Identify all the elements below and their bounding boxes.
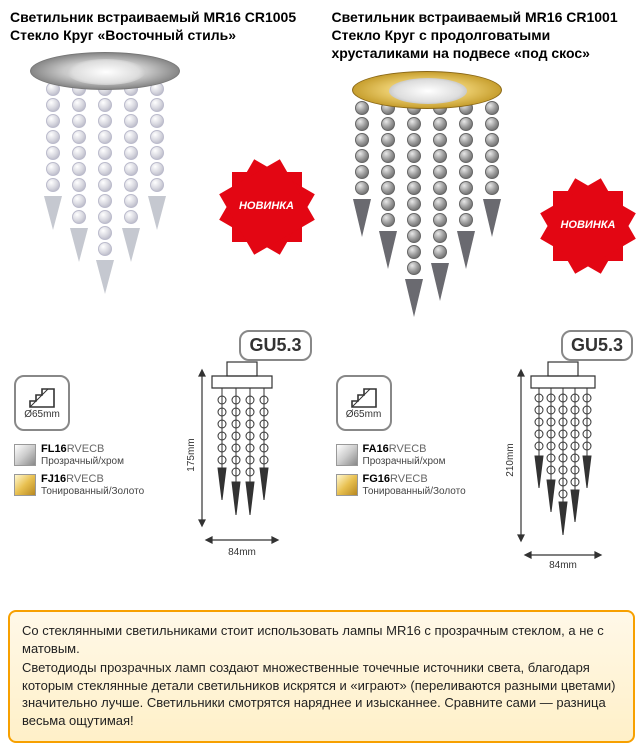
cutout-text: Ø65mm xyxy=(24,409,60,420)
variant-code: FJ16 xyxy=(41,473,66,485)
socket-type-badge: GU5.3 xyxy=(561,330,633,361)
new-badge-text: НОВИНКА xyxy=(232,200,302,212)
note-line-1: Со стеклянными светильниками стоит испол… xyxy=(22,622,621,657)
height-label: 175mm xyxy=(186,438,197,471)
product-title: Светильник встраиваемый MR16 CR1005 Стек… xyxy=(10,8,312,44)
swatch-chrome xyxy=(336,444,358,466)
drill-icon xyxy=(350,387,378,409)
new-badge: НОВИНКА xyxy=(553,191,623,261)
cutout-badge: Ø65mm xyxy=(336,375,392,431)
product-title: Светильник встраиваемый MR16 CR1001 Стек… xyxy=(332,8,634,63)
socket-type-badge: GU5.3 xyxy=(239,330,311,361)
variant-code: FA16 xyxy=(363,443,389,455)
cutout-badge: Ø65mm xyxy=(14,375,70,431)
crystal-strands xyxy=(30,82,180,294)
spec-left: Ø65mm FL16RVECB Прозрачный/хром FJ16RVEC… xyxy=(10,375,160,503)
products-row: Светильник встраиваемый MR16 CR1005 Стек… xyxy=(0,0,643,600)
variant-row: FJ16RVECB Тонированный/Золото xyxy=(14,473,160,497)
variant-desc: Тонированный/Золото xyxy=(41,486,144,497)
base-ring xyxy=(352,71,502,109)
variant-row: FL16RVECB Прозрачный/хром xyxy=(14,443,160,467)
spec-left: Ø65mm FA16RVECB Прозрачный/хром FG16RVEC… xyxy=(332,375,482,503)
fixture-illustration xyxy=(30,52,180,294)
crystal-strands xyxy=(352,101,502,317)
advice-note: Со стеклянными светильниками стоит испол… xyxy=(8,610,635,743)
dimension-diagram: 175mm 84mm xyxy=(172,360,312,570)
variant-suffix: RVECB xyxy=(390,473,428,485)
variant-row: FA16RVECB Прозрачный/хром xyxy=(336,443,482,467)
variant-suffix: RVECB xyxy=(66,473,104,485)
variant-row: FG16RVECB Тонированный/Золото xyxy=(336,473,482,497)
lamp-socket xyxy=(389,78,467,104)
product-right: Светильник встраиваемый MR16 CR1001 Стек… xyxy=(322,0,643,600)
note-line-2: Светодиоды прозрачных ламп создают множе… xyxy=(22,659,621,729)
variant-suffix: RVECB xyxy=(389,443,427,455)
width-label: 84mm xyxy=(549,560,577,570)
variant-code: FL16 xyxy=(41,443,67,455)
height-label: 210mm xyxy=(505,443,516,476)
variant-code: FG16 xyxy=(363,473,391,485)
variant-desc: Прозрачный/хром xyxy=(363,456,446,467)
variant-desc: Прозрачный/хром xyxy=(41,456,124,467)
fixture-illustration xyxy=(352,71,502,317)
product-left: Светильник встраиваемый MR16 CR1005 Стек… xyxy=(0,0,322,600)
drill-icon xyxy=(28,387,56,409)
width-label: 84mm xyxy=(228,547,256,558)
swatch-gold xyxy=(336,474,358,496)
swatch-gold xyxy=(14,474,36,496)
variant-suffix: RVECB xyxy=(67,443,105,455)
swatch-chrome xyxy=(14,444,36,466)
lamp-socket xyxy=(67,59,145,85)
product-photo: НОВИНКА xyxy=(10,52,312,362)
dimension-diagram: 210mm 84mm xyxy=(493,360,633,570)
new-badge: НОВИНКА xyxy=(232,172,302,242)
cutout-text: Ø65mm xyxy=(346,409,382,420)
variant-desc: Тонированный/Золото xyxy=(363,486,466,497)
new-badge-text: НОВИНКА xyxy=(553,219,623,231)
